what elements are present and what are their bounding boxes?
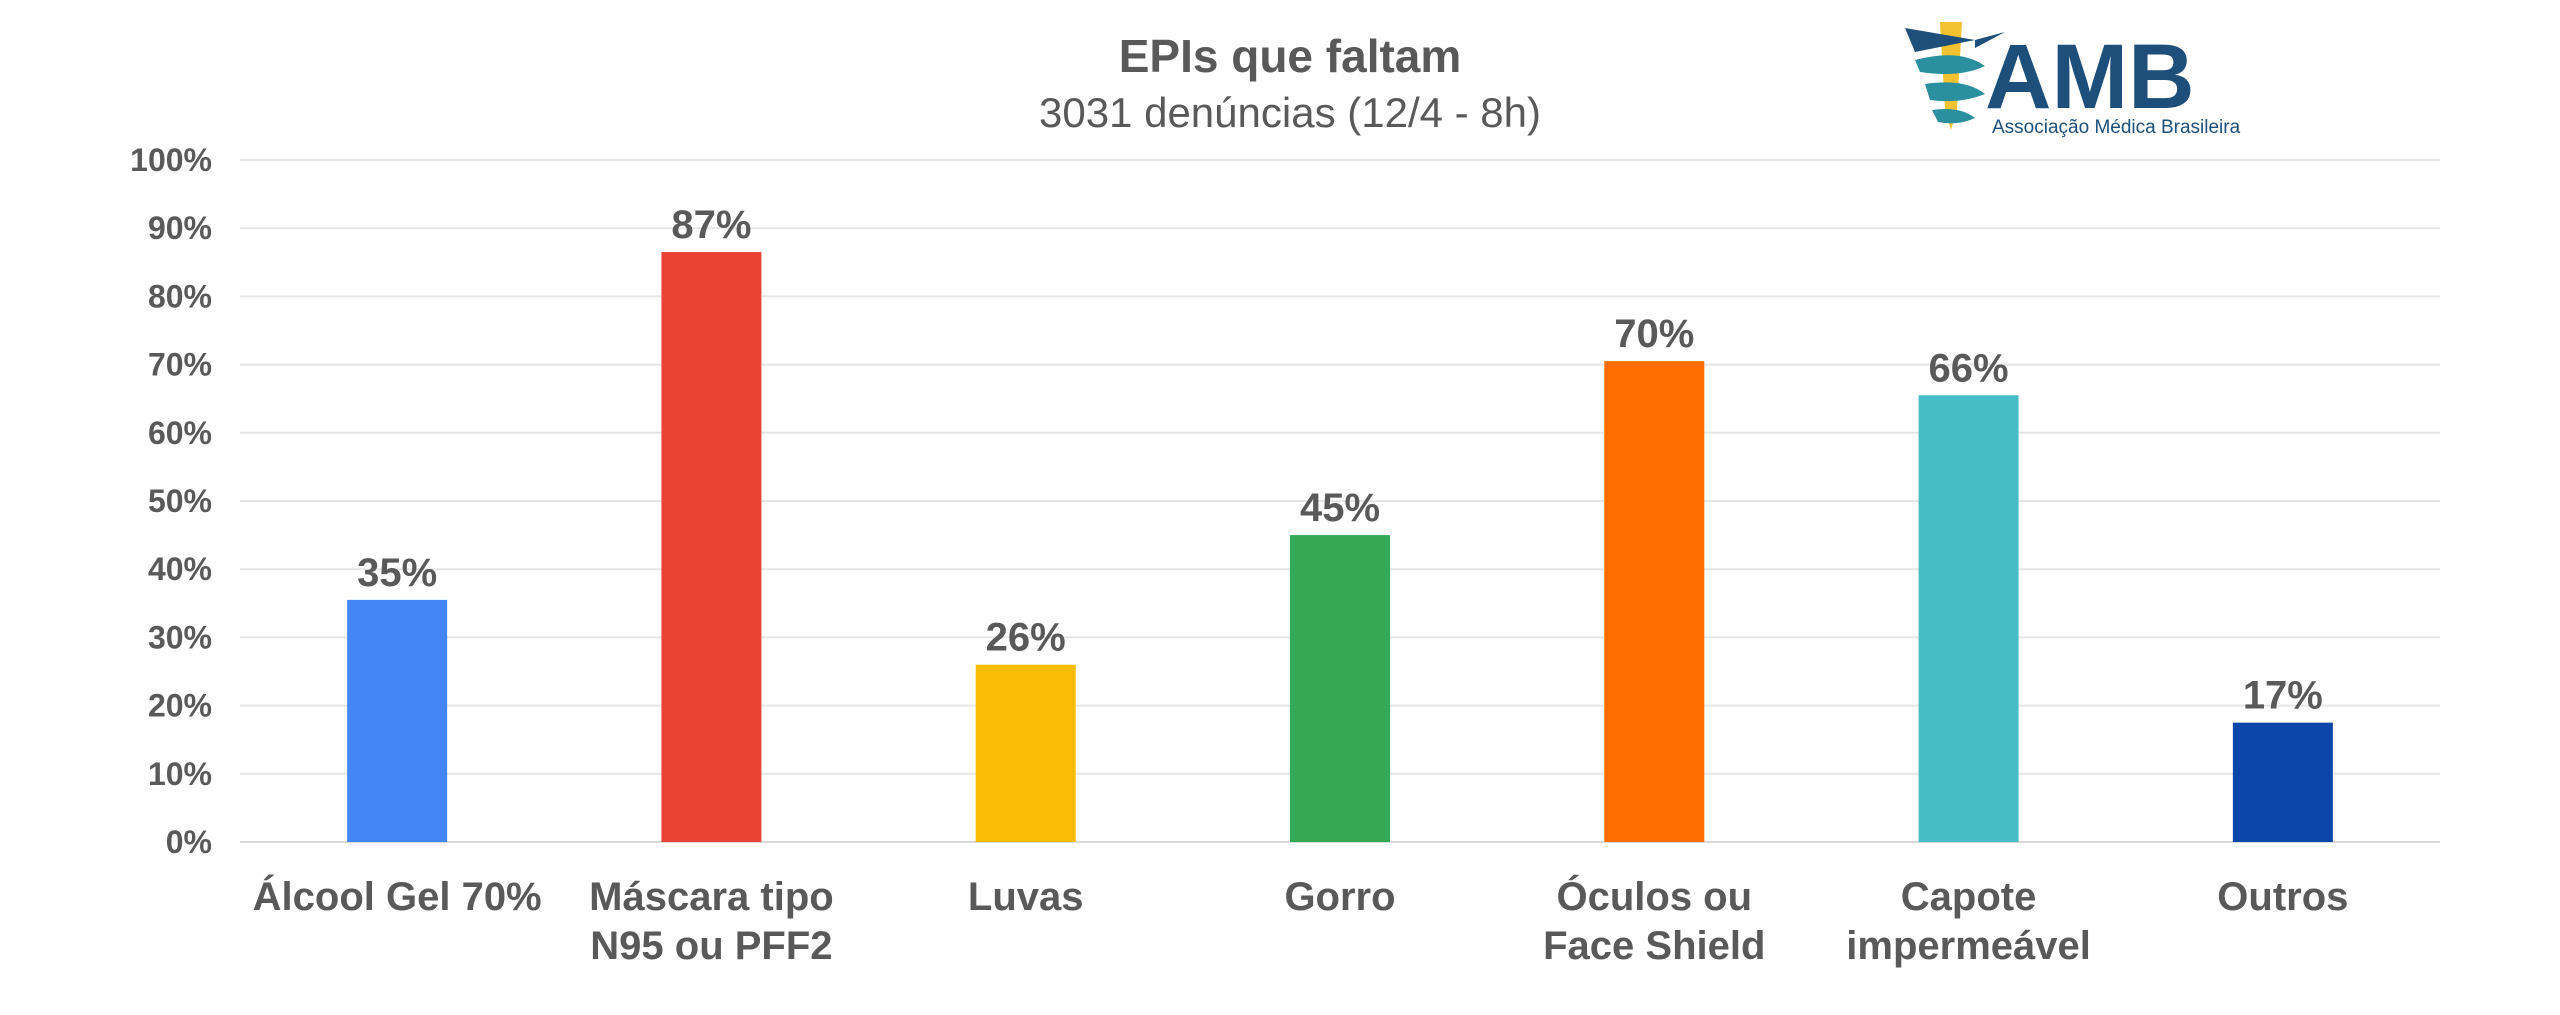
bar <box>975 664 1076 842</box>
data-label: 66% <box>1929 346 2009 390</box>
bars <box>347 252 2333 842</box>
chart-subtitle: 3031 denúncias (12/4 - 8h) <box>1039 89 1541 136</box>
data-label: 45% <box>1300 486 1380 530</box>
y-tick-label: 30% <box>148 619 212 655</box>
x-tick-label: Máscara tipo <box>589 875 834 919</box>
x-axis: Álcool Gel 70% Máscara tipo N95 ou PFF2 Luv… <box>253 873 2349 968</box>
bar <box>2232 722 2333 842</box>
logo-wordmark: AMB <box>1985 26 2195 128</box>
y-tick-label: 50% <box>148 483 212 519</box>
x-tick-label: Luvas <box>968 875 1084 919</box>
data-labels: 35% 87% 26% 45% 70% 66% 17% <box>357 203 2323 718</box>
bar <box>1604 361 1705 842</box>
logo-tagline: Associação Médica Brasileira <box>1992 117 2241 138</box>
x-tick-label: Outros <box>2217 875 2348 919</box>
data-label: 17% <box>2243 674 2323 718</box>
y-tick-label: 90% <box>148 210 212 246</box>
chart-title: EPIs que faltam <box>1119 30 1462 82</box>
data-label: 87% <box>671 203 751 247</box>
y-tick-label: 70% <box>148 347 212 383</box>
x-tick-label: Óculos ou <box>1556 873 1752 919</box>
caduceus-icon <box>1905 22 2005 130</box>
x-tick-label: Álcool Gel 70% <box>253 874 542 919</box>
x-tick-label: impermeável <box>1846 924 2091 968</box>
x-tick-label: Capote <box>1901 875 2037 919</box>
x-tick-label: Face Shield <box>1543 924 1765 968</box>
y-tick-label: 60% <box>148 415 212 451</box>
x-tick-label: Gorro <box>1284 875 1395 919</box>
x-tick-label: N95 ou PFF2 <box>590 924 832 968</box>
y-tick-label: 0% <box>166 824 212 860</box>
y-tick-label: 10% <box>148 756 212 792</box>
bar <box>1290 535 1390 842</box>
bar <box>661 252 762 842</box>
bar <box>347 599 448 842</box>
bar <box>1918 395 2019 842</box>
y-axis: 0% 10% 20% 30% 40% 50% 60% 70% 80% 90% 100% <box>130 142 212 860</box>
y-tick-label: 40% <box>148 551 212 587</box>
data-label: 26% <box>986 616 1066 660</box>
y-tick-label: 100% <box>130 142 212 178</box>
data-label: 35% <box>357 551 437 595</box>
y-tick-label: 20% <box>148 688 212 724</box>
amb-logo: AMB Associação Médica Brasileira <box>1905 22 2241 138</box>
data-label: 70% <box>1614 312 1694 356</box>
y-tick-label: 80% <box>148 278 212 314</box>
